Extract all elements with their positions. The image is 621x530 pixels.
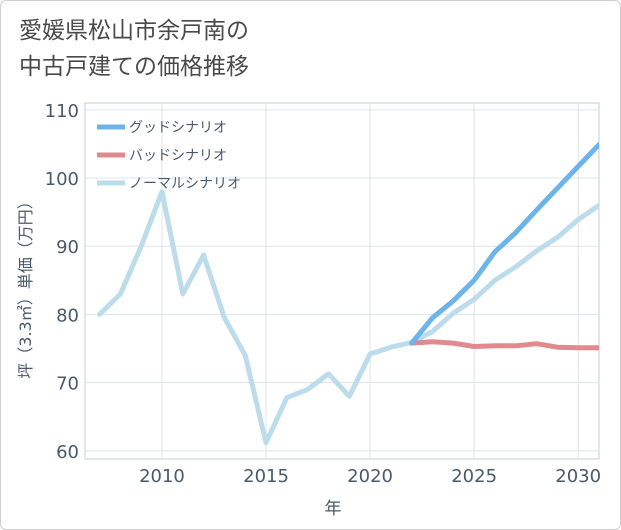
x-axis-ticks: 2010 2015 2020 2025 2030 — [139, 466, 601, 487]
chart-title: 愛媛県松山市余戸南の 中古戸建ての価格推移 — [19, 13, 579, 85]
y-tick-label: 80 — [56, 305, 79, 326]
series-line-1 — [409, 142, 599, 346]
y-tick-label: 70 — [56, 374, 79, 395]
x-tick-label: 2030 — [555, 466, 601, 487]
x-tick-label: 2020 — [347, 466, 393, 487]
series-line-2 — [409, 339, 599, 351]
legend-label: グッドシナリオ — [129, 120, 227, 136]
legend-label: ノーマルシナリオ — [129, 176, 241, 192]
series-lines — [97, 142, 599, 446]
x-tick-label: 2015 — [243, 466, 289, 487]
x-tick-label: 2025 — [451, 466, 497, 487]
legend-label: バッドシナリオ — [129, 148, 227, 164]
plot-area — [84, 102, 600, 460]
y-axis-ticks: 60 70 80 90 100 110 — [45, 101, 79, 463]
y-axis-label: 坪（3.3㎡）単価（万円） — [16, 193, 35, 378]
series-line-3 — [97, 189, 599, 446]
chart-title-line1: 愛媛県松山市余戸南の — [19, 18, 249, 44]
y-tick-label: 110 — [45, 101, 79, 122]
chart-title-line2: 中古戸建ての価格推移 — [19, 54, 249, 80]
y-tick-label: 90 — [56, 237, 79, 258]
x-tick-label: 2010 — [139, 466, 185, 487]
x-axis-label: 年 — [325, 499, 342, 519]
y-tick-label: 60 — [56, 442, 79, 463]
y-tick-label: 100 — [45, 169, 79, 190]
